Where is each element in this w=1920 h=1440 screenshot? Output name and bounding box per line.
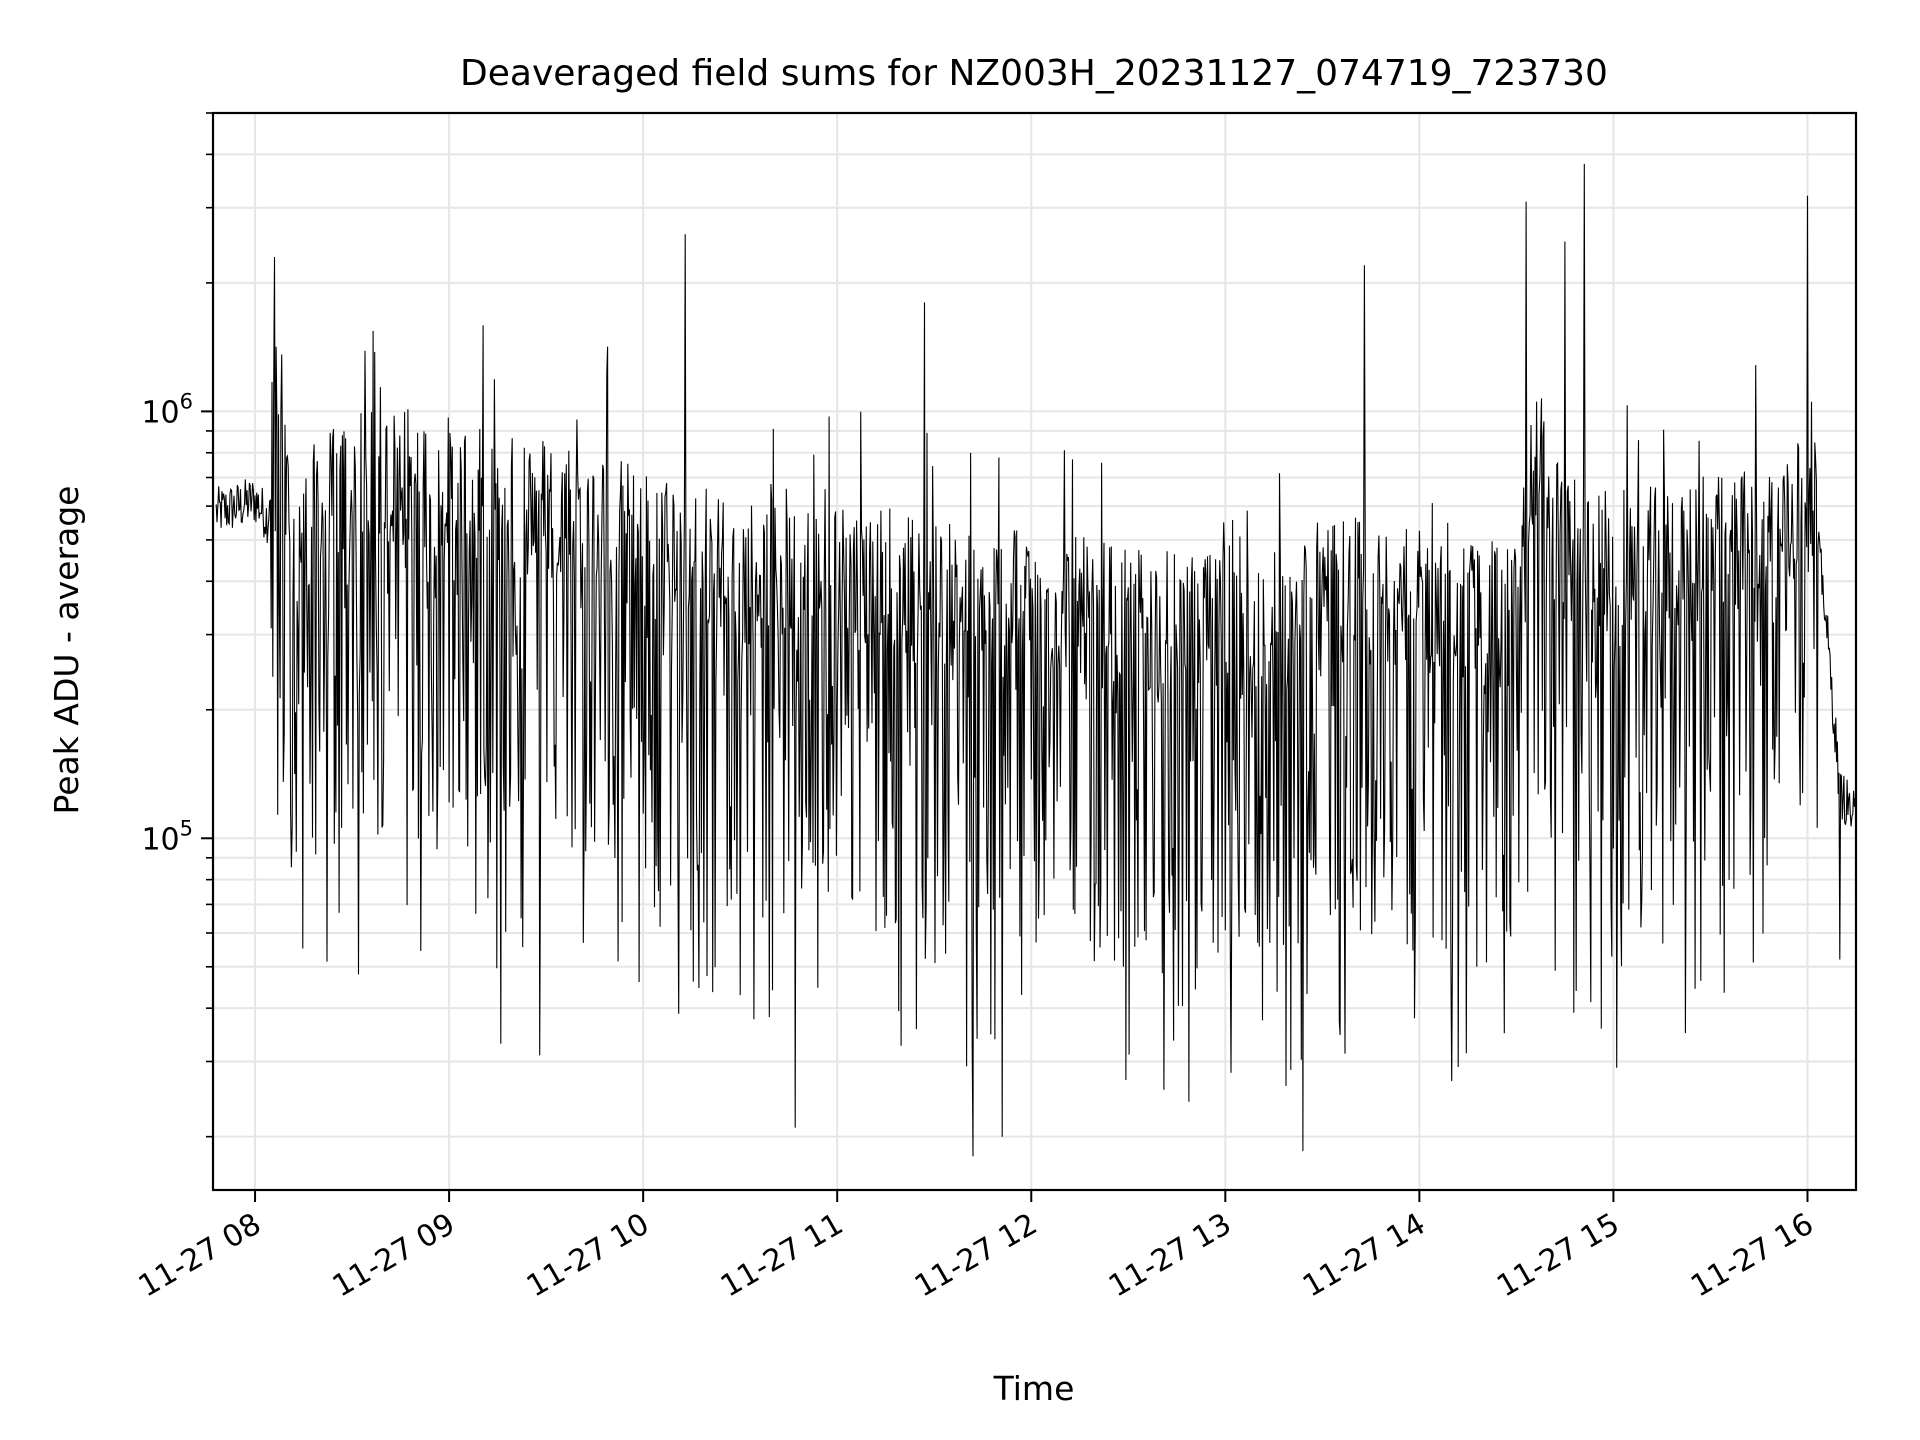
series-line [215,163,1857,1157]
data-layer [215,163,1857,1157]
y-tick-label: 106 [141,389,193,430]
y-axis-label: Peak ADU - average [47,486,86,815]
x-axis-label: Time [993,1369,1075,1408]
chart-title: Deaveraged field sums for NZ003H_2023112… [460,53,1608,94]
plot-frame [211,111,1858,1192]
y-tick-label: 105 [141,816,193,857]
